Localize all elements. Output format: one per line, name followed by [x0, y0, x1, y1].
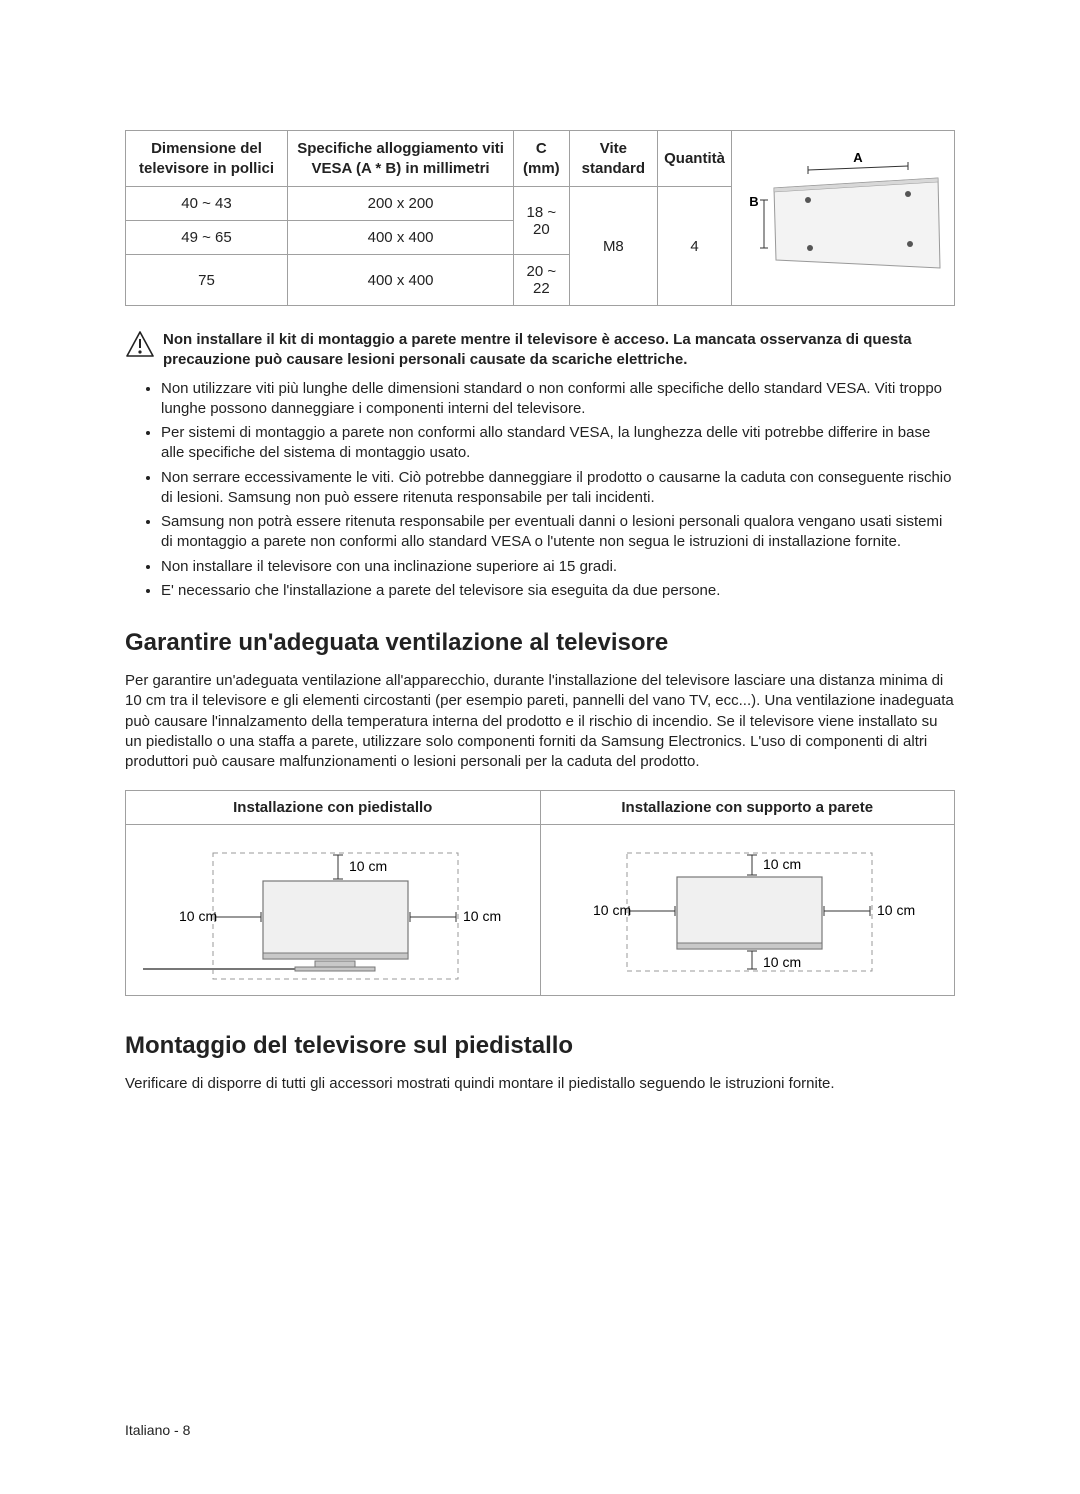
th-screw: Vite standard [569, 131, 658, 187]
wall-label-bottom: 10 cm [763, 954, 801, 970]
cell-c-2: 20 ~ 22 [514, 255, 569, 306]
warning-text: Non installare il kit di montaggio a par… [163, 330, 955, 371]
cell-wall-diagram: 10 cm 10 cm 10 cm 10 cm [540, 825, 955, 996]
bullet-4: Non installare il televisore con una inc… [161, 557, 955, 577]
th-qty: Quantità [658, 131, 732, 187]
bullet-5: E' necessario che l'installazione a pare… [161, 581, 955, 601]
wall-label-top: 10 cm [763, 856, 801, 872]
cell-spec-0: 200 x 200 [288, 187, 514, 221]
vesa-diagram-cell: A B [731, 131, 954, 306]
th-spec: Specifiche alloggiamento viti VESA (A * … [288, 131, 514, 187]
th-size: Dimensione del televisore in pollici [126, 131, 288, 187]
wall-label-right: 10 cm [877, 902, 915, 918]
ventilation-heading: Garantire un'adeguata ventilazione al te… [125, 629, 955, 657]
th-wall: Installazione con supporto a parete [540, 791, 955, 825]
label-right-10cm: 10 cm [463, 908, 501, 924]
page-footer: Italiano - 8 [125, 1422, 190, 1438]
label-A: A [853, 150, 863, 165]
label-top-10cm: 10 cm [349, 858, 387, 874]
cell-spec-1: 400 x 400 [288, 221, 514, 255]
bullet-1: Per sistemi di montaggio a parete non co… [161, 423, 955, 464]
cell-spec-2: 400 x 400 [288, 255, 514, 306]
wall-label-left: 10 cm [593, 902, 631, 918]
cell-screw: M8 [569, 187, 658, 306]
install-table: Installazione con piedistallo Installazi… [125, 790, 955, 996]
label-left-10cm: 10 cm [179, 908, 217, 924]
cell-size-2: 75 [126, 255, 288, 306]
stand-diagram: 10 cm 10 cm 10 cm [143, 835, 523, 985]
mounting-heading: Montaggio del televisore sul piedistallo [125, 1032, 955, 1060]
vesa-table: Dimensione del televisore in pollici Spe… [125, 130, 955, 306]
th-c: C (mm) [514, 131, 569, 187]
th-stand: Installazione con piedistallo [126, 791, 541, 825]
bullet-3: Samsung non potrà essere ritenuta respon… [161, 512, 955, 553]
wall-diagram: 10 cm 10 cm 10 cm 10 cm [557, 835, 937, 985]
bullet-2: Non serrare eccessivamente le viti. Ciò … [161, 468, 955, 509]
vesa-diagram: A B [738, 148, 948, 288]
mounting-para: Verificare di disporre di tutti gli acce… [125, 1074, 955, 1094]
warning-block: Non installare il kit di montaggio a par… [125, 330, 955, 371]
warning-icon [125, 330, 157, 365]
cell-qty: 4 [658, 187, 732, 306]
cell-stand-diagram: 10 cm 10 cm 10 cm [126, 825, 541, 996]
cell-size-0: 40 ~ 43 [126, 187, 288, 221]
ventilation-para: Per garantire un'adeguata ventilazione a… [125, 671, 955, 772]
cell-c-01: 18 ~ 20 [514, 187, 569, 255]
cell-size-1: 49 ~ 65 [126, 221, 288, 255]
bullet-list: Non utilizzare viti più lunghe delle dim… [125, 379, 955, 602]
bullet-0: Non utilizzare viti più lunghe delle dim… [161, 379, 955, 420]
label-B: B [749, 194, 758, 209]
